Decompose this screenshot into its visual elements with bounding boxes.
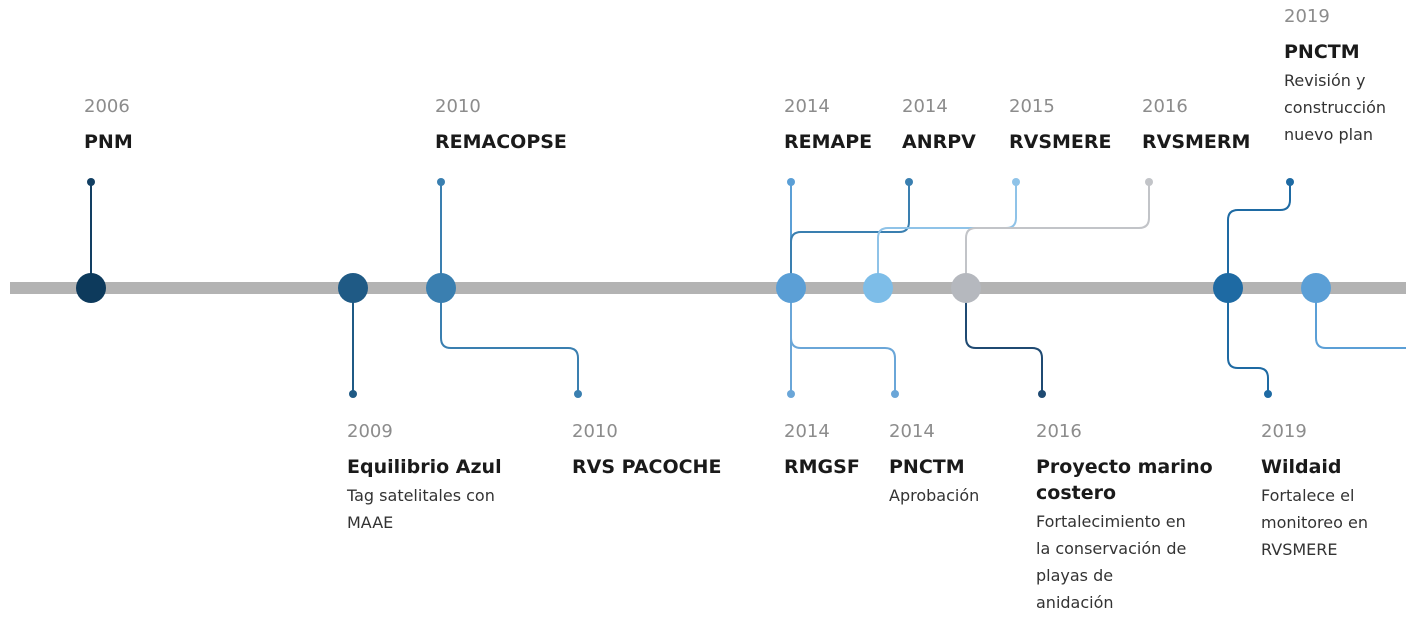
event-description: Tag satelitales con <box>347 486 495 505</box>
end-dot <box>437 178 445 186</box>
end-dot <box>1012 178 1020 186</box>
event-title: ANRPV <box>902 131 976 153</box>
event-year: 2010 <box>435 96 481 117</box>
event-description: Fortalece el <box>1261 486 1355 505</box>
connector <box>965 288 1043 394</box>
event-year: 2014 <box>784 421 830 442</box>
node <box>863 273 893 303</box>
event-label: 2009 Equilibrio Azul Tag satelitales con MA… <box>347 420 547 536</box>
event-title: PNCTM <box>1284 41 1360 63</box>
connector <box>965 182 1150 288</box>
connector <box>1227 182 1291 288</box>
end-dot <box>574 390 582 398</box>
event-year: 2016 <box>1036 421 1082 442</box>
end-dot <box>1038 390 1046 398</box>
event-description: monitoreo en <box>1261 513 1368 532</box>
event-title: Wildaid <box>1261 456 1342 478</box>
event-label: 2019 PNCTM Revisión y construcción nuevo pla… <box>1284 5 1406 148</box>
connector <box>1227 288 1269 394</box>
event-title: Proyecto marino costero <box>1036 456 1213 504</box>
end-dot <box>787 390 795 398</box>
event-description: la conservación de <box>1036 539 1187 558</box>
event-label: 2014 RMGSF <box>784 420 984 480</box>
event-year: 2019 <box>1261 421 1307 442</box>
event-year: 2009 <box>347 421 393 442</box>
event-title: RVSMERM <box>1142 131 1251 153</box>
event-description: MAAE <box>347 513 394 532</box>
event-year: 2015 <box>1009 96 1055 117</box>
node <box>951 273 981 303</box>
event-label: 2014 PNCTM Aprobación <box>889 420 1089 509</box>
event-year: 2014 <box>902 96 948 117</box>
connector <box>440 288 579 394</box>
event-title: PNCTM <box>889 456 965 478</box>
event-title: REMACOPSE <box>435 131 567 153</box>
event-label: 2010 RVS PACOCHE <box>572 420 772 480</box>
end-dot <box>1286 178 1294 186</box>
connector <box>877 182 1017 288</box>
event-title: Equilibrio Azul <box>347 456 502 478</box>
event-description: playas de <box>1036 566 1114 585</box>
event-label: 2015 RVSMERE <box>1009 95 1209 155</box>
end-dot <box>787 178 795 186</box>
connector <box>790 288 896 394</box>
event-description: Aprobación <box>889 486 980 505</box>
node <box>776 273 806 303</box>
event-year: 2010 <box>572 421 618 442</box>
node <box>338 273 368 303</box>
end-dot <box>1145 178 1153 186</box>
event-label: 2016 Proyecto marino costero Fortalecimien… <box>1036 420 1236 616</box>
event-title: RMGSF <box>784 456 860 478</box>
event-year: 2014 <box>889 421 935 442</box>
event-title: RVSMERE <box>1009 131 1112 153</box>
event-description: anidación <box>1036 593 1114 612</box>
node <box>76 273 106 303</box>
event-description: nuevo plan <box>1284 125 1374 144</box>
end-dot <box>1264 390 1272 398</box>
connector <box>1315 288 1406 349</box>
event-label: 2014 ANRPV <box>902 95 1102 155</box>
event-title: RVS PACOCHE <box>572 456 722 478</box>
event-label: 2014 REMAPE <box>784 95 984 155</box>
event-label: 2006 PNM <box>84 95 284 155</box>
end-dot <box>891 390 899 398</box>
event-title: PNM <box>84 131 133 153</box>
connector <box>790 182 910 288</box>
end-dot <box>349 390 357 398</box>
event-label: 2016 RVSMERM <box>1142 95 1342 155</box>
event-title: REMAPE <box>784 131 873 153</box>
node <box>1301 273 1331 303</box>
end-dot <box>87 178 95 186</box>
event-year: 2019 <box>1284 6 1330 27</box>
event-year: 2016 <box>1142 96 1188 117</box>
node <box>426 273 456 303</box>
event-description: construcción <box>1284 98 1387 117</box>
event-description: Revisión y <box>1284 71 1366 90</box>
event-label: 2010 REMACOPSE <box>435 95 635 155</box>
node <box>1213 273 1243 303</box>
timeline-bar <box>10 282 1406 294</box>
event-year: 2014 <box>784 96 830 117</box>
event-year: 2006 <box>84 96 130 117</box>
event-label: 2019 Wildaid Fortalece el monitoreo en RVSME… <box>1261 420 1406 563</box>
event-description: Fortalecimiento en <box>1036 512 1186 531</box>
end-dot <box>905 178 913 186</box>
event-description: RVSMERE <box>1261 540 1338 559</box>
